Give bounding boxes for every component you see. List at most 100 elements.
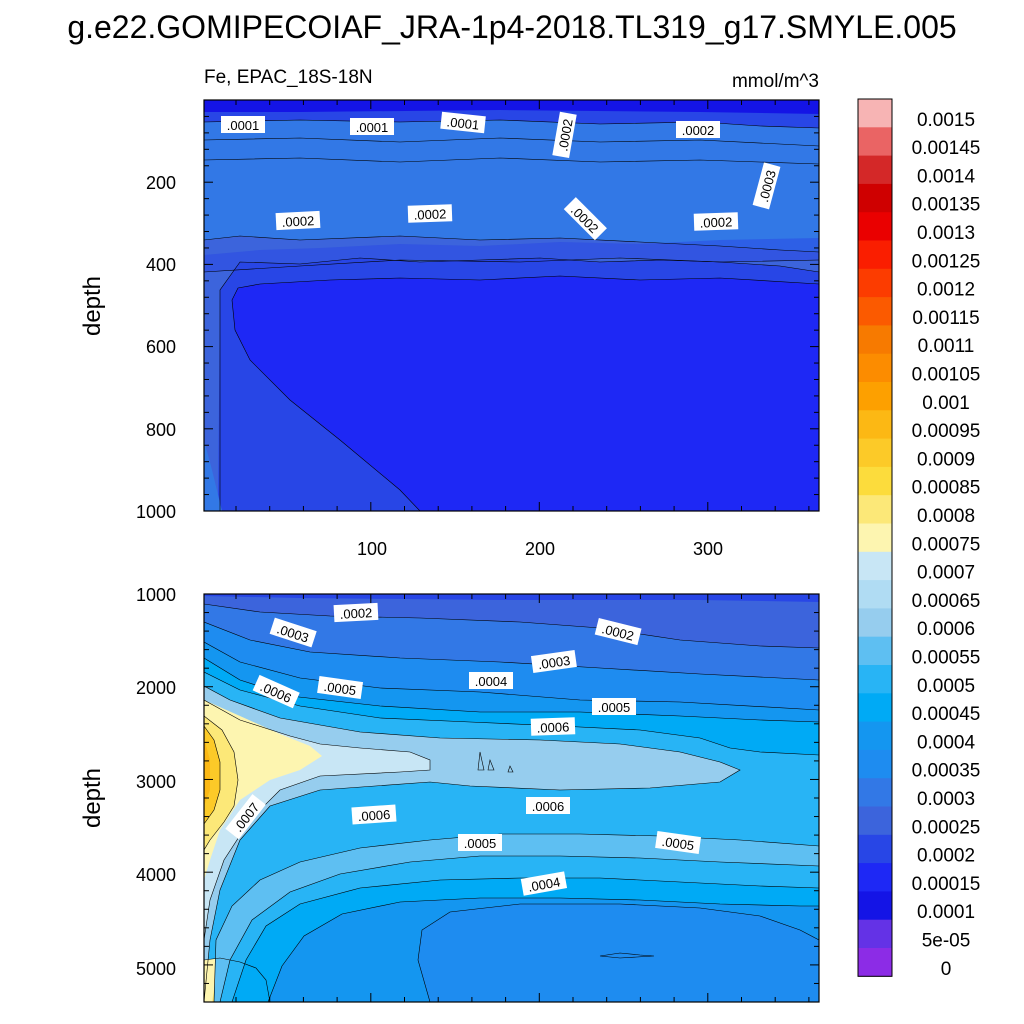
colorbar-frame xyxy=(857,98,893,977)
top-x-tick-label: 200 xyxy=(525,539,555,559)
colorbar: 0.0015 0.00145 0.0014 0.00135 0.0013 0.00125 0… xyxy=(857,98,981,980)
contour-label: .0001 xyxy=(440,111,486,134)
colorbar-swatch xyxy=(858,495,892,524)
contour-label: .0002 xyxy=(552,111,577,159)
contour-label-text: .0002 xyxy=(281,213,314,230)
colorbar-swatch xyxy=(858,608,892,638)
top-y-tick-labels: 200 400 600 800 1000 xyxy=(136,173,176,522)
colorbar-swatch xyxy=(858,183,892,213)
colorbar-label: 0.00075 xyxy=(912,534,981,555)
colorbar-swatch xyxy=(858,551,892,581)
colorbar-swatch xyxy=(858,382,892,411)
colorbar-label: 0.0015 xyxy=(917,110,975,131)
colorbar-swatch xyxy=(858,580,892,609)
contour-label-text: .0005 xyxy=(323,679,357,698)
colorbar-swatch xyxy=(858,778,892,807)
bottom-contour-fill xyxy=(204,594,819,1002)
top-panel: 200 400 600 800 1000 100 200 300 depth .… xyxy=(79,99,820,559)
colorbar-label: 0.0002 xyxy=(917,846,975,867)
contour-label-text: .0006 xyxy=(536,719,569,735)
colorbar-label: 0.00085 xyxy=(912,478,981,499)
colorbar-swatch xyxy=(858,438,892,468)
contour-label-text: .0002 xyxy=(413,206,446,222)
colorbar-swatch xyxy=(858,721,892,751)
colorbar-label: 0.00015 xyxy=(912,874,981,895)
figure-title: g.e22.GOMIPECOIAF_JRA-1p4-2018.TL319_g17… xyxy=(67,9,956,45)
top-contour-lines xyxy=(204,119,819,511)
contour-label: .0002 xyxy=(275,210,321,231)
contour-label: .0001 xyxy=(221,116,265,133)
colorbar-label: 0.00135 xyxy=(912,195,981,216)
colorbar-swatch xyxy=(858,523,892,553)
bottom-y-tick-label: 5000 xyxy=(136,959,176,979)
colorbar-label: 5e-05 xyxy=(922,931,971,952)
colorbar-label: 0.00125 xyxy=(912,251,981,272)
colorbar-label: 0 xyxy=(941,959,952,980)
colorbar-swatch xyxy=(858,919,892,949)
contour-label-text: .0002 xyxy=(682,123,715,138)
colorbar-label: 0.00035 xyxy=(912,761,981,782)
colorbar-swatch xyxy=(858,636,892,666)
colorbar-label: 0.0006 xyxy=(917,619,975,640)
top-y-axis-label: depth xyxy=(79,276,106,336)
colorbar-swatch xyxy=(858,834,892,864)
colorbar-label: 0.00055 xyxy=(912,648,981,669)
colorbar-label: 0.00095 xyxy=(912,421,981,442)
top-x-tick-label: 300 xyxy=(693,539,723,559)
colorbar-swatch xyxy=(858,891,892,921)
contour-label: .0004 xyxy=(520,871,568,896)
colorbar-label: 0.0001 xyxy=(917,902,975,923)
colorbar-swatch xyxy=(858,665,892,694)
bottom-y-tick-label: 3000 xyxy=(136,772,176,792)
colorbar-label: 0.00105 xyxy=(912,365,981,386)
top-y-tick-label: 600 xyxy=(146,337,176,357)
top-x-tick-label: 100 xyxy=(357,539,387,559)
colorbar-swatch xyxy=(858,466,892,496)
colorbar-label: 0.0005 xyxy=(917,676,975,697)
bottom-y-axis-label: depth xyxy=(79,768,106,828)
colorbar-label: 0.0014 xyxy=(917,166,976,187)
colorbar-swatch xyxy=(858,155,892,185)
contour-label: .0005 xyxy=(317,676,364,699)
contour-label-text: .0005 xyxy=(661,834,695,853)
bottom-y-tick-label: 2000 xyxy=(136,678,176,698)
bottom-y-tick-label: 4000 xyxy=(136,865,176,885)
contour-label: .0006 xyxy=(351,804,397,825)
contour-label: .0005 xyxy=(592,698,636,715)
contour-label-text: .0002 xyxy=(339,605,372,622)
colorbar-label: 0.0007 xyxy=(917,563,975,584)
colorbar-label: 0.0003 xyxy=(917,789,975,810)
top-y-tick-label: 800 xyxy=(146,420,176,440)
colorbar-swatch xyxy=(858,749,892,779)
colorbar-swatch xyxy=(858,127,892,156)
contour-label-text: .0003 xyxy=(537,653,571,672)
contour-label-text: .0006 xyxy=(532,799,565,814)
subtitle-left: Fe, EPAC_18S-18N xyxy=(204,67,373,88)
contour-label: .0002 xyxy=(676,121,720,138)
contour-label: .0002 xyxy=(407,204,453,223)
contour-label-text: .0004 xyxy=(475,674,508,689)
bottom-panel: 1000 2000 3000 4000 5000 depth .0002 .00… xyxy=(79,585,820,1003)
contour-label-text: .0006 xyxy=(357,807,391,824)
colorbar-swatch xyxy=(858,353,892,383)
top-y-tick-label: 1000 xyxy=(136,502,176,522)
bottom-y-tick-labels: 1000 2000 3000 4000 5000 xyxy=(136,585,176,979)
colorbar-swatch xyxy=(858,240,892,270)
colorbar-label: 0.00115 xyxy=(912,308,979,329)
contour-label-text: .0004 xyxy=(527,874,562,894)
top-plot-frame xyxy=(203,99,820,512)
contour-label-text: .0001 xyxy=(356,120,389,135)
colorbar-swatch xyxy=(858,99,892,128)
colorbar-label: 0.0004 xyxy=(917,732,976,753)
subtitle-units: mmol/m^3 xyxy=(732,71,819,92)
contour-label: .0002 xyxy=(693,212,739,231)
colorbar-label: 0.001 xyxy=(922,393,970,414)
top-x-tick-labels: 100 200 300 xyxy=(357,539,723,559)
bottom-y-tick-label: 1000 xyxy=(136,585,176,605)
bottom-axis-ticks xyxy=(204,593,819,1003)
colorbar-swatch xyxy=(858,268,892,298)
colorbar-swatch xyxy=(858,863,892,892)
top-contour-labels: .0001 .0001 .0001 .0002 .0002 .0003 .000… xyxy=(221,111,781,241)
colorbar-label: 0.00145 xyxy=(912,138,981,159)
colorbar-swatch xyxy=(858,693,892,722)
